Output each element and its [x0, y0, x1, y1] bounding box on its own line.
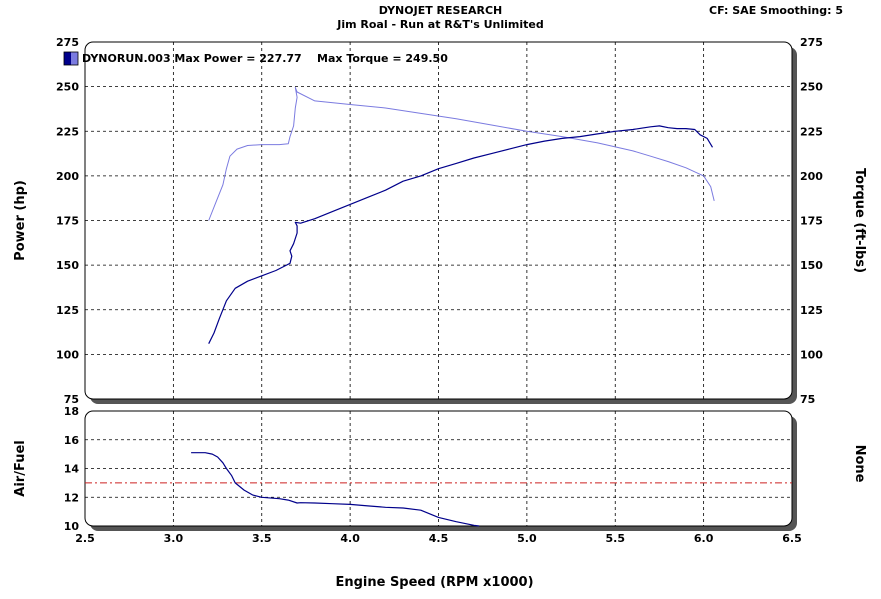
x-tick-label: 5.0 [517, 532, 537, 545]
x-tick-label: 6.0 [694, 532, 714, 545]
y-tick-label: 175 [56, 215, 79, 228]
air-fuel-series-line [191, 452, 480, 527]
y2-tick-label: 225 [800, 125, 823, 138]
y-tick-label: 10 [64, 520, 80, 533]
y-tick-label: 100 [56, 348, 79, 361]
torque-axis-label: Torque (ft-lbs) [852, 168, 867, 273]
x-tick-label: 4.0 [340, 532, 360, 545]
y-tick-label: 225 [56, 125, 79, 138]
x-tick-label: 5.5 [606, 532, 626, 545]
y-tick-label: 275 [56, 36, 79, 49]
x-tick-label: 3.0 [164, 532, 184, 545]
legend-swatch-dark [64, 52, 71, 65]
y-tick-label: 12 [64, 491, 79, 504]
correction-settings: CF: SAE Smoothing: 5 [709, 4, 843, 17]
y2-tick-label: 250 [800, 81, 823, 94]
x-tick-label: 3.5 [252, 532, 272, 545]
y-tick-label: 250 [56, 81, 79, 94]
y-tick-label: 18 [64, 405, 79, 418]
y-tick-label: 14 [64, 463, 80, 476]
y2-tick-label: 75 [800, 393, 815, 406]
legend-text: DYNORUN.003 Max Power = 227.77 Max Torqu… [82, 52, 448, 65]
y2-tick-label: 100 [800, 348, 823, 361]
y-tick-label: 200 [56, 170, 79, 183]
y-tick-label: 75 [64, 393, 79, 406]
engine-speed-axis-label: Engine Speed (RPM x1000) [335, 575, 533, 590]
air-fuel-axis-label: Air/Fuel [13, 440, 28, 496]
legend-swatch-border [63, 51, 79, 66]
none-axis-label: None [852, 445, 867, 483]
x-tick-label: 4.5 [429, 532, 449, 545]
power-series-line [208, 125, 714, 344]
chart-subtitle: Jim Roal - Run at R&T's Unlimited [337, 18, 544, 31]
torque-series-line [208, 87, 715, 221]
y2-tick-label: 200 [800, 170, 823, 183]
x-tick-label: 2.5 [75, 532, 95, 545]
y-tick-label: 125 [56, 304, 79, 317]
legend-swatch-light [71, 52, 78, 65]
y2-tick-label: 125 [800, 304, 823, 317]
y2-tick-label: 175 [800, 215, 823, 228]
y-tick-label: 150 [56, 259, 79, 272]
y2-tick-label: 150 [800, 259, 823, 272]
x-tick-label: 6.5 [782, 532, 802, 545]
y-tick-label: 16 [64, 434, 80, 447]
y2-tick-label: 275 [800, 36, 823, 49]
power-axis-label: Power (hp) [13, 180, 28, 261]
chart-title: DYNOJET RESEARCH [378, 4, 503, 17]
